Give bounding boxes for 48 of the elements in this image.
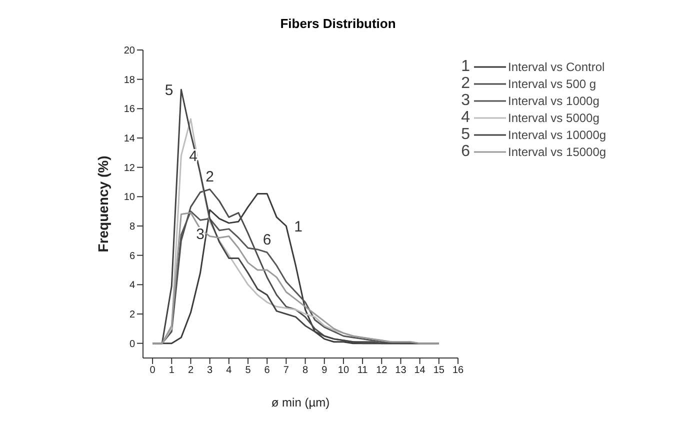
text: 1	[461, 58, 470, 74]
x-tick-label: 6	[264, 365, 270, 376]
x-tick-label: 0	[150, 365, 156, 376]
x-tick-label: 2	[188, 365, 194, 376]
x-tick-label: 15	[433, 365, 445, 376]
x-tick-label: 7	[283, 365, 290, 376]
y-tick-label: 14	[124, 134, 136, 145]
y-tick-label: 20	[124, 46, 136, 57]
chart-title: Fibers Distribution	[279, 15, 397, 33]
text: 6	[461, 142, 470, 160]
legend-label: Interval vs Control	[508, 60, 605, 74]
x-tick-label: 1	[168, 365, 175, 376]
y-tick-label: 16	[124, 104, 136, 116]
x-tick-label: 11	[357, 365, 368, 376]
text: 4	[461, 108, 470, 126]
x-tick-label: 8	[302, 365, 308, 376]
x-tick-label: 9	[322, 365, 328, 376]
y-tick-label: 4	[129, 280, 136, 292]
legend-label: Interval vs 500 g	[508, 76, 596, 90]
text: 3	[461, 92, 470, 108]
y-tick-label: 6	[129, 250, 136, 262]
legend-label: Interval vs 15000g	[508, 144, 606, 158]
text: 2	[461, 74, 470, 92]
x-tick-label: 5	[245, 365, 252, 376]
text: 5	[461, 126, 470, 142]
y-tick-label: 10	[124, 192, 136, 204]
legend-label: Interval vs 10000g	[508, 128, 606, 142]
annotation: 6	[262, 231, 272, 248]
y-axis-title: Frequency (%)	[94, 156, 111, 252]
y-tick-label: 12	[124, 162, 136, 174]
legend-label: Interval vs 5000g	[508, 110, 600, 124]
x-axis-title: ø min (µm)	[271, 396, 330, 410]
annotation: 5	[164, 82, 174, 99]
annotation: 1	[294, 218, 303, 236]
annotation: 3	[196, 226, 204, 243]
y-tick-label: 0	[129, 338, 136, 350]
y-tick-label: 2	[129, 310, 136, 321]
y-tick-label: 8	[129, 222, 136, 233]
x-tick-label: 12	[376, 365, 388, 376]
x-tick-label: 14	[414, 365, 426, 376]
annotation: 2	[206, 168, 214, 186]
x-tick-label: 3	[207, 365, 214, 376]
x-tick-label: 10	[338, 365, 350, 376]
x-tick-label: 4	[226, 365, 232, 376]
x-tick-label: 13	[395, 365, 407, 376]
y-tick-label: 18	[124, 74, 136, 86]
legend-label: Interval vs 1000g	[508, 94, 600, 108]
x-tick-label: 16	[452, 365, 464, 376]
